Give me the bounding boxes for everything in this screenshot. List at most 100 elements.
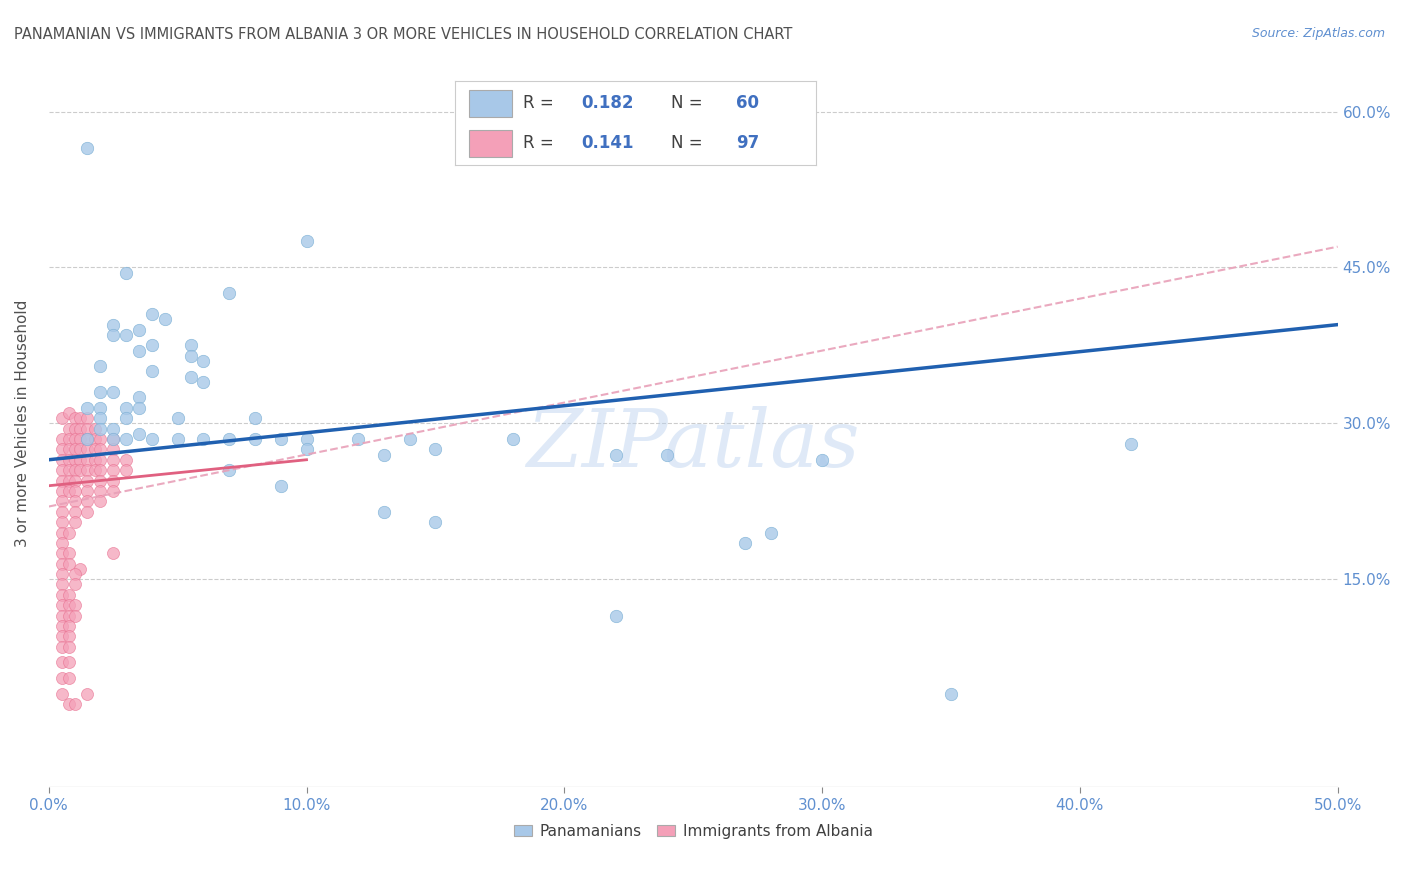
Point (51, 546, 73, 560)
Point (58, 452, 80, 467)
Point (63, 483, 86, 498)
Point (243, 432, 266, 446)
Point (89, 483, 111, 498)
Point (84, 442, 107, 457)
Point (141, 307, 163, 321)
Point (193, 354, 215, 368)
Point (51, 588, 73, 602)
Text: PANAMANIAN VS IMMIGRANTS FROM ALBANIA 3 OR MORE VEHICLES IN HOUSEHOLD CORRELATIO: PANAMANIAN VS IMMIGRANTS FROM ALBANIA 3 … (14, 27, 793, 42)
Point (69, 442, 91, 457)
Point (58, 619, 80, 633)
Point (63, 432, 86, 446)
Point (89, 359, 111, 374)
Point (115, 452, 138, 467)
Point (295, 235, 318, 249)
Point (76, 687, 98, 701)
Point (76, 442, 98, 457)
Point (51, 505, 73, 519)
Point (84, 432, 107, 446)
Point (103, 546, 125, 560)
Point (69, 562, 91, 576)
Point (89, 452, 111, 467)
Point (270, 432, 292, 446)
Point (51, 536, 73, 550)
Text: ZIPatlas: ZIPatlas (526, 407, 860, 484)
Point (128, 401, 150, 415)
Point (103, 463, 125, 477)
Point (295, 442, 318, 457)
Point (51, 515, 73, 529)
Point (51, 494, 73, 508)
Point (58, 421, 80, 435)
Point (103, 432, 125, 446)
Point (295, 432, 318, 446)
Point (76, 411, 98, 425)
Point (51, 567, 73, 582)
Point (84, 421, 107, 435)
Point (51, 525, 73, 540)
Point (84, 452, 107, 467)
Point (218, 432, 240, 446)
Point (1121, 437, 1143, 451)
Point (115, 432, 138, 446)
Point (63, 452, 86, 467)
Point (180, 338, 202, 352)
Point (180, 349, 202, 363)
Point (425, 515, 447, 529)
Point (243, 411, 266, 425)
Point (63, 463, 86, 477)
Point (51, 671, 73, 685)
Point (58, 671, 80, 685)
Point (115, 328, 138, 343)
Point (153, 312, 176, 326)
Point (84, 463, 107, 477)
Point (69, 452, 91, 467)
Point (63, 608, 86, 623)
Point (811, 452, 834, 467)
Y-axis label: 3 or more Vehicles in Household: 3 or more Vehicles in Household (15, 300, 30, 547)
Point (63, 697, 86, 711)
Point (63, 567, 86, 582)
Point (63, 515, 86, 529)
Point (103, 328, 125, 343)
Point (76, 421, 98, 435)
Point (63, 411, 86, 425)
Point (398, 432, 420, 446)
Point (51, 463, 73, 477)
Point (734, 536, 756, 550)
Point (76, 141, 98, 155)
Point (89, 474, 111, 488)
Point (58, 463, 80, 477)
Point (58, 697, 80, 711)
Point (76, 505, 98, 519)
Point (141, 364, 163, 378)
Point (115, 411, 138, 425)
Point (63, 421, 86, 435)
Point (63, 577, 86, 591)
Point (58, 557, 80, 571)
Point (63, 474, 86, 488)
Point (218, 286, 240, 301)
Point (58, 629, 80, 643)
Point (76, 494, 98, 508)
Point (58, 406, 80, 420)
Point (193, 375, 215, 389)
Point (115, 463, 138, 477)
Point (63, 494, 86, 508)
Point (69, 421, 91, 435)
Point (128, 426, 150, 441)
Point (51, 577, 73, 591)
Point (103, 483, 125, 498)
Point (115, 266, 138, 280)
Point (166, 432, 188, 446)
Point (51, 629, 73, 643)
Point (58, 599, 80, 613)
Point (51, 483, 73, 498)
Point (103, 421, 125, 435)
Point (89, 463, 111, 477)
Point (51, 452, 73, 467)
Point (58, 474, 80, 488)
Point (103, 385, 125, 400)
Point (63, 505, 86, 519)
Point (128, 323, 150, 337)
